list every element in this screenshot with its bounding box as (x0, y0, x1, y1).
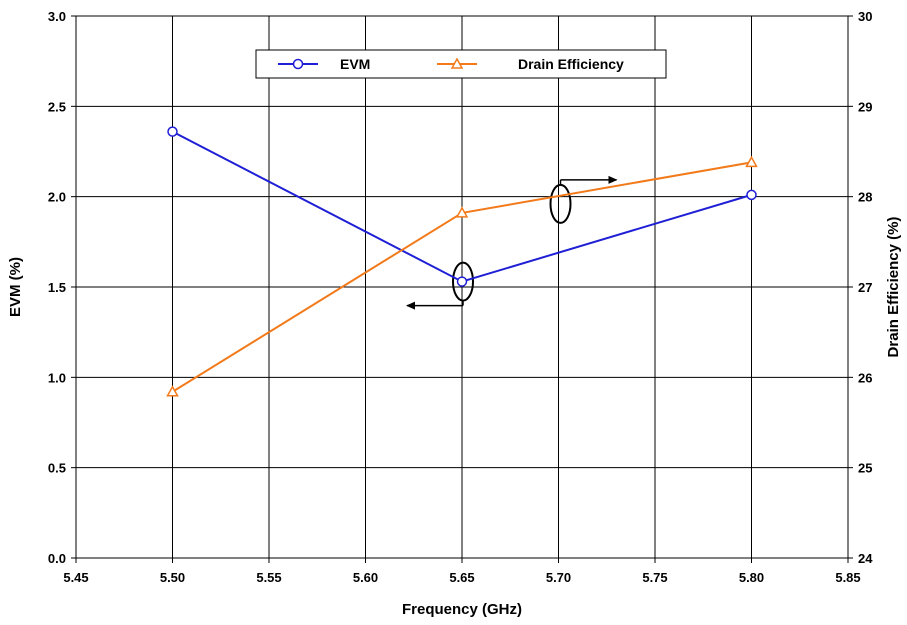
series-layer (166, 126, 758, 397)
y-tick-label: 2.0 (48, 190, 66, 205)
x-tick-label: 5.85 (835, 570, 860, 585)
x-axis-title: Frequency (GHz) (402, 601, 522, 618)
y2-tick-label: 25 (858, 461, 872, 476)
data-point-drain-efficiency (455, 206, 469, 218)
legend-label-evm: EVM (340, 56, 370, 72)
data-point-evm (167, 126, 178, 137)
x-tick-label: 5.70 (546, 570, 571, 585)
x-tick-label: 5.45 (63, 570, 88, 585)
legend-label-drain-efficiency: Drain Efficiency (518, 56, 624, 72)
y-tick-label: 0.5 (48, 461, 66, 476)
grid (71, 15, 853, 563)
y-tick-label: 0.0 (48, 551, 66, 566)
plot-border (75, 15, 849, 559)
y2-axis-title: Drain Efficiency (%) (885, 217, 902, 358)
data-point-evm (746, 189, 757, 201)
tick-labels: 5.45 5.50 5.55 5.60 5.65 5.70 5.75 5.80 5.85 0.0 0… (48, 9, 873, 585)
y-tick-label: 3.0 (48, 9, 66, 24)
x-tick-label: 5.80 (739, 570, 764, 585)
data-point-evm (456, 276, 468, 287)
y2-tick-label: 29 (858, 99, 872, 114)
y-tick-label: 2.5 (48, 99, 66, 114)
x-tick-label: 5.65 (449, 570, 474, 585)
x-tick-label: 5.75 (642, 570, 667, 585)
y-axis-title: EVM (%) (7, 257, 24, 317)
x-tick-label: 5.55 (256, 570, 281, 585)
y-tick-label: 1.5 (48, 280, 66, 295)
axis-annotations (406, 175, 618, 310)
legend: EVM Drain Efficiency (255, 49, 667, 79)
y2-tick-label: 30 (858, 9, 872, 24)
legend-marker-evm (292, 58, 304, 70)
y-tick-label: 1.0 (48, 370, 66, 385)
y2-tick-label: 28 (858, 190, 872, 205)
x-tick-label: 5.50 (160, 570, 185, 585)
y2-tick-label: 24 (858, 551, 873, 566)
y2-tick-label: 26 (858, 370, 872, 385)
data-point-drain-efficiency (166, 385, 179, 397)
legend-marker-drain-efficiency (450, 57, 464, 69)
data-point-drain-efficiency (745, 155, 758, 168)
x-tick-label: 5.60 (353, 570, 378, 585)
y2-tick-label: 27 (858, 280, 872, 295)
